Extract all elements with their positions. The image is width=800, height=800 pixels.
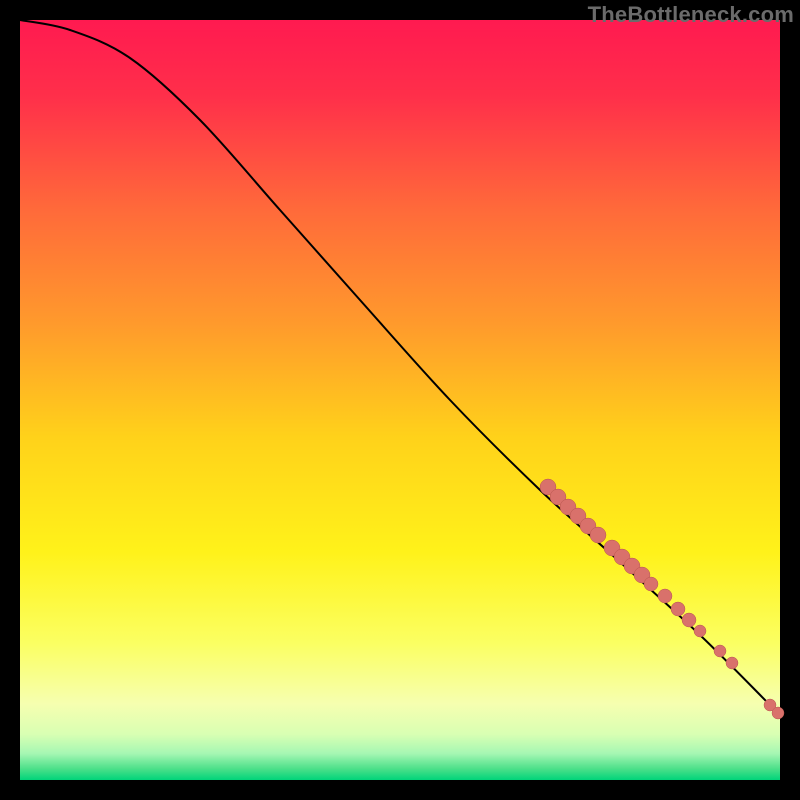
data-marker <box>682 613 696 627</box>
data-marker <box>644 577 658 591</box>
data-marker <box>772 707 784 719</box>
chart-stage: TheBottleneck.com <box>0 0 800 800</box>
watermark-text: TheBottleneck.com <box>588 2 794 28</box>
data-marker <box>726 657 738 669</box>
data-marker <box>671 602 685 616</box>
data-marker <box>694 625 706 637</box>
data-marker <box>590 527 606 543</box>
bottleneck-chart <box>0 0 800 800</box>
plot-background <box>20 20 780 780</box>
data-marker <box>658 589 672 603</box>
data-marker <box>714 645 726 657</box>
